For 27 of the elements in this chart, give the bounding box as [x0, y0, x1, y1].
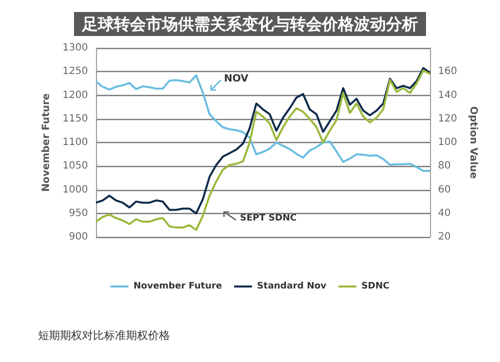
text: 短期期权对比标准期权价格	[38, 329, 170, 342]
y-tick-label: 1250	[62, 66, 88, 78]
y-tick-label: 1200	[62, 90, 88, 101]
y2-axis-title: Option Value	[467, 106, 478, 180]
legend-label: November Future	[133, 282, 222, 292]
y2-tick-label: 80	[438, 160, 451, 172]
y-tick-label: 900	[68, 232, 88, 242]
y-tick-label: 1050	[62, 160, 88, 172]
y-tick-label: 1300	[62, 42, 88, 54]
y-tick-label: 1100	[62, 137, 88, 148]
line-series	[95, 74, 431, 172]
legend-label: SDNC	[361, 282, 390, 292]
annotation: SEPT SDNC	[240, 214, 297, 224]
y-axis-title: November Future	[41, 93, 52, 192]
annotation: NOV	[224, 74, 249, 84]
y2-tick-label: 20	[438, 232, 451, 242]
y-tick-label: 950	[68, 208, 88, 219]
legend-label: Standard Nov	[257, 282, 327, 292]
y-tick-label: 1150	[62, 113, 88, 124]
y2-tick-label: 120	[438, 113, 458, 124]
y2-tick-label: 140	[438, 90, 458, 101]
y-tick-label: 1000	[62, 184, 88, 196]
y2-tick-label: 160	[438, 66, 458, 78]
y2-tick-label: 60	[438, 184, 451, 196]
y2-tick-label: 100	[438, 137, 458, 148]
chart-title: 足球转会市场供需关系变化与转会价格波动分析	[81, 14, 418, 34]
y2-tick-label: 40	[438, 208, 451, 219]
